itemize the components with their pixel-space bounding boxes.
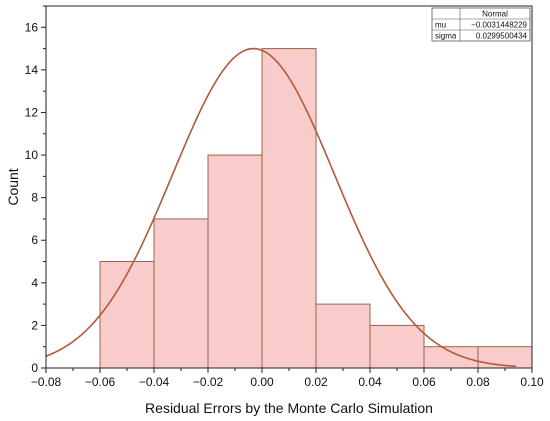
histogram-bar-1 (99, 261, 155, 369)
x-tick-label: −0.04 (139, 375, 170, 389)
y-tick-label: 16 (25, 20, 39, 34)
x-tick-label: 0.08 (466, 375, 490, 389)
x-tick-label: −0.08 (31, 375, 62, 389)
y-tick-label: 12 (25, 105, 39, 119)
x-axis: −0.08 −0.06 −0.04 −0.02 0.00 0.02 0.04 0.06 0.08… (31, 368, 544, 389)
normal-fit-curve (45, 47, 516, 368)
x-tick-label: −0.06 (85, 375, 116, 389)
y-tick-label: 6 (31, 233, 38, 247)
histogram-bar-3 (207, 154, 263, 369)
legend-row-value: −0.0031448229 (471, 21, 527, 30)
x-tick-label: 0.06 (412, 375, 436, 389)
histogram-bar-2 (153, 218, 209, 369)
y-tick-label: 2 (31, 318, 38, 332)
y-axis: 0 2 4 6 8 10 12 14 16 (25, 5, 46, 375)
x-tick-label: 0.02 (304, 375, 328, 389)
histogram-bar-7 (423, 346, 479, 369)
x-tick-label: 0.04 (358, 375, 382, 389)
x-tick-label: −0.02 (193, 375, 224, 389)
histogram-bar-6 (369, 324, 425, 369)
histogram-bar-5 (315, 303, 371, 369)
x-tick-label: 0.00 (250, 375, 274, 389)
legend-table: Normal mu −0.0031448229 sigma 0.0299500434 (431, 7, 531, 42)
legend-row-value: 0.0299500434 (476, 32, 528, 41)
legend-row-label: sigma (435, 32, 457, 41)
x-axis-title: Residual Errors by the Monte Carlo Simul… (145, 400, 433, 416)
y-tick-label: 10 (25, 148, 39, 162)
legend-table-frame (431, 7, 531, 42)
x-tick-label: 0.10 (520, 375, 544, 389)
y-tick-label: 4 (31, 276, 38, 290)
y-tick-label: 8 (31, 191, 38, 205)
legend-row-label: mu (435, 21, 446, 30)
y-tick-label: 0 (31, 361, 38, 375)
y-axis-title: Count (5, 168, 21, 205)
y-tick-label: 14 (25, 63, 39, 77)
histogram-bars (99, 48, 533, 369)
histogram-bar-4 (261, 48, 317, 369)
legend-header: Normal (482, 10, 508, 19)
